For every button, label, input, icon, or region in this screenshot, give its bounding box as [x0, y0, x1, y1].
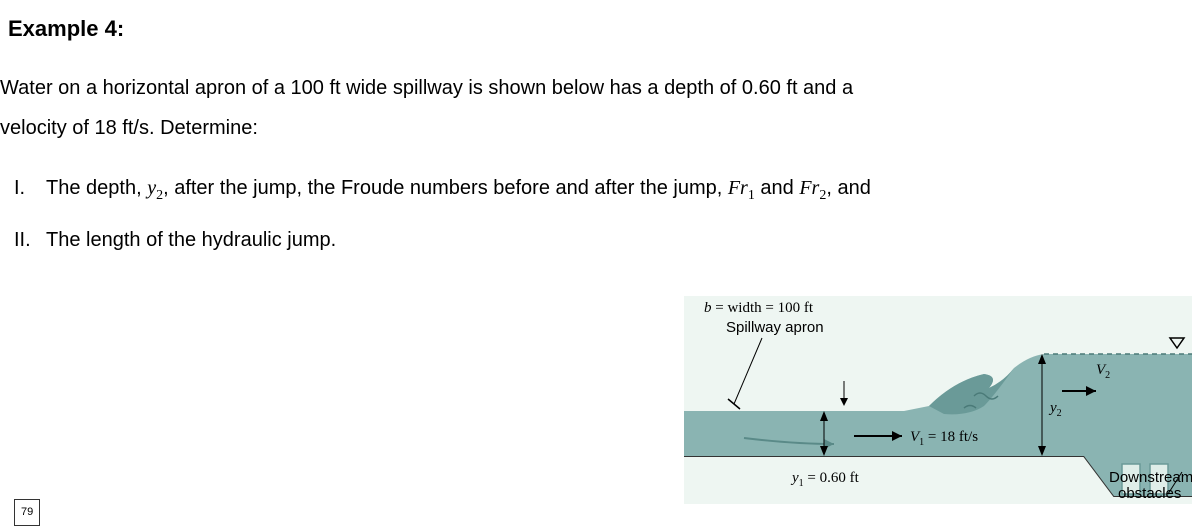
list-item-2: II. The length of the hydraulic jump.: [14, 214, 1200, 266]
problem-statement: Water on a horizontal apron of a 100 ft …: [0, 68, 1200, 162]
item1-var2-sub: 1: [748, 188, 755, 203]
item1-var1: y2: [147, 177, 163, 199]
downstream-label-2: obstacles: [1118, 485, 1181, 502]
item1-var3-base: Fr: [799, 177, 819, 199]
intro-line-2: velocity of 18 ft/s. Determine:: [0, 117, 258, 139]
hydraulic-jump-diagram: b = width = 100 ft Spillway apron V1 = 1…: [684, 296, 1192, 504]
list-marker-1: I.: [14, 162, 46, 214]
intro-line-1: Water on a horizontal apron of a 100 ft …: [0, 77, 853, 99]
downstream-label-1: Downstream: [1109, 469, 1192, 486]
apron-label: Spillway apron: [726, 319, 824, 336]
example-heading: Example 4:: [0, 0, 1200, 68]
item1-mid1: , after the jump, the Froude numbers bef…: [163, 177, 728, 199]
item1-var2-base: Fr: [728, 177, 748, 199]
list-marker-2: II.: [14, 214, 46, 266]
width-label: b = width = 100 ft: [704, 300, 814, 316]
list-item-1: I. The depth, y2, after the jump, the Fr…: [14, 162, 1200, 214]
item1-var1-base: y: [147, 177, 156, 199]
item1-post: , and: [826, 177, 870, 199]
item1-pre: The depth,: [46, 177, 147, 199]
question-list: I. The depth, y2, after the jump, the Fr…: [0, 162, 1200, 266]
item1-var2: Fr1: [728, 177, 755, 199]
item1-var3: Fr2: [799, 177, 826, 199]
page-number: 79: [14, 499, 40, 526]
list-item-2-content: The length of the hydraulic jump.: [46, 214, 336, 266]
item1-mid2: and: [755, 177, 799, 199]
list-item-1-content: The depth, y2, after the jump, the Froud…: [46, 162, 871, 214]
